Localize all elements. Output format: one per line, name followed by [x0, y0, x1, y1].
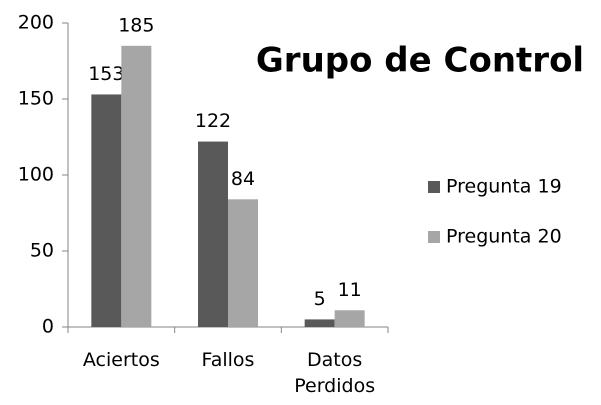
- data-label: 122: [195, 110, 231, 132]
- chart-title: Grupo de Control: [256, 41, 584, 81]
- data-label: 5: [314, 288, 326, 310]
- y-tick-label: 150: [18, 88, 54, 110]
- legend-label: Pregunta 20: [446, 226, 562, 248]
- bar: [121, 45, 152, 328]
- y-tick-label: 200: [18, 12, 54, 34]
- bar: [228, 199, 258, 327]
- x-tick-label: Aciertos: [82, 349, 160, 371]
- data-label: 185: [118, 14, 154, 36]
- data-label: 153: [88, 63, 124, 85]
- legend-label: Pregunta 19: [446, 176, 562, 198]
- data-label: 84: [231, 168, 255, 190]
- y-tick-label: 50: [30, 240, 54, 262]
- bar: [198, 141, 228, 327]
- y-tick-label: 0: [42, 316, 54, 338]
- legend-swatch: [428, 231, 440, 243]
- y-tick-label: 100: [18, 164, 54, 186]
- data-label: 11: [338, 279, 362, 301]
- bar: [91, 94, 122, 327]
- bar: [334, 310, 365, 327]
- x-tick-label: Fallos: [201, 349, 255, 371]
- legend-swatch: [428, 181, 440, 193]
- bar: [304, 319, 335, 327]
- x-tick-label: Datos Perdidos: [294, 349, 376, 397]
